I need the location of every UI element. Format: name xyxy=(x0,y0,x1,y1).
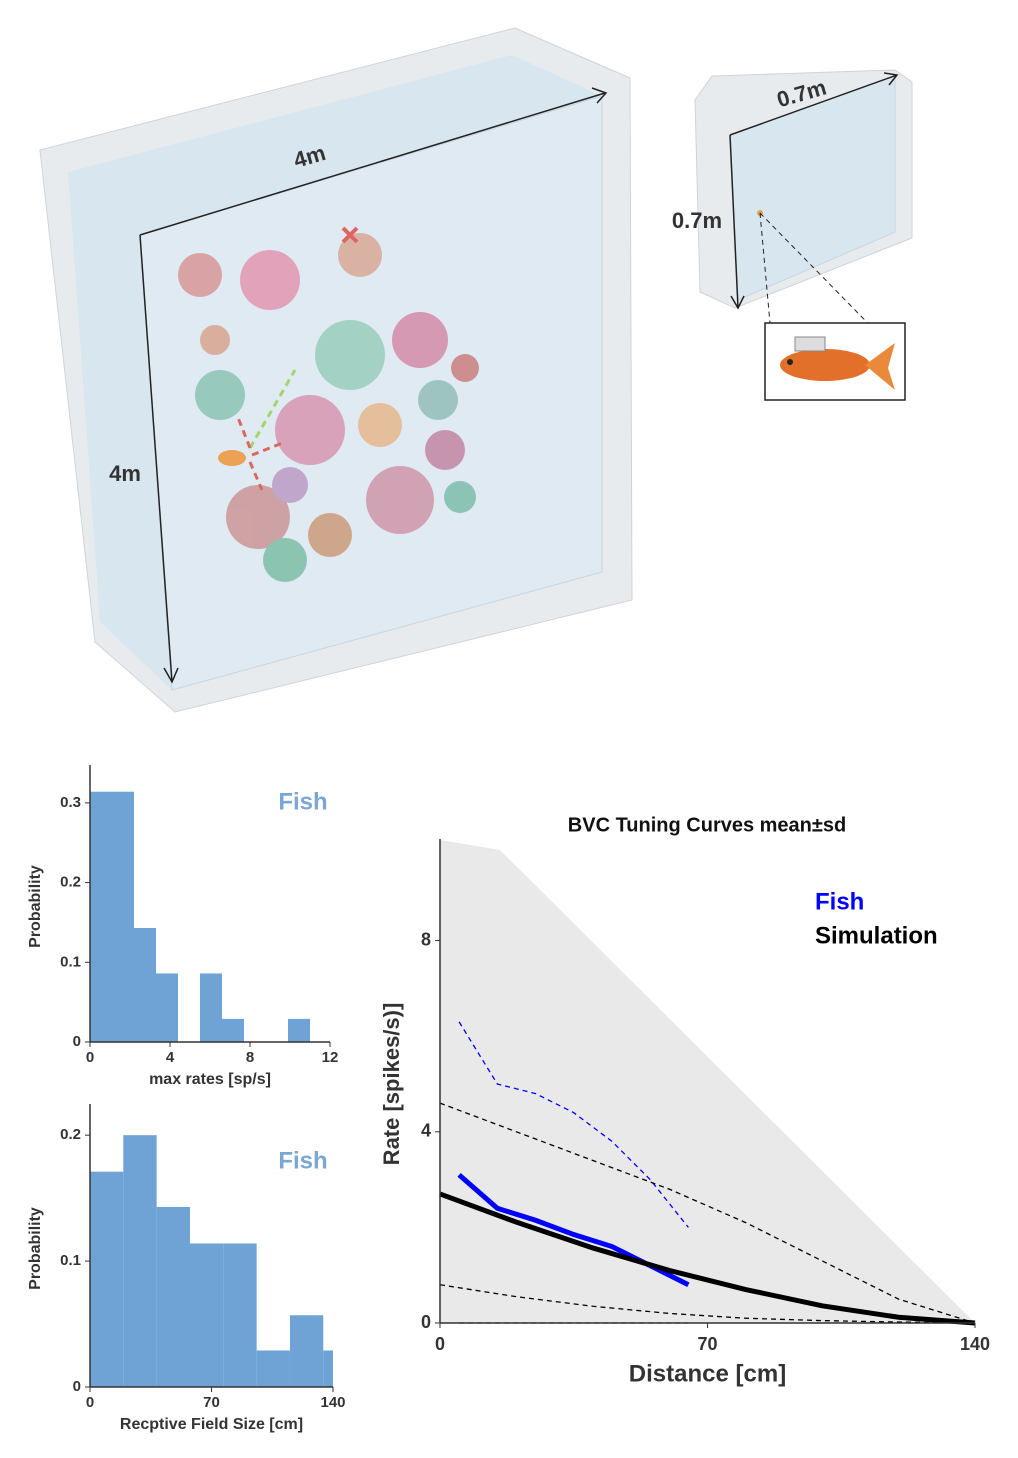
x-tick-label: 70 xyxy=(203,1394,220,1411)
legend-entry: Simulation xyxy=(815,922,938,949)
annotation: Fish xyxy=(278,788,327,815)
small-dimension-arrows xyxy=(729,72,899,310)
x-tick-label: 12 xyxy=(322,1049,339,1066)
bar xyxy=(200,973,222,1042)
annotation: Fish xyxy=(278,1147,327,1174)
y-tick-label: 0.2 xyxy=(60,874,81,891)
y-tick-label: 0 xyxy=(73,1033,81,1050)
y-tick-label: 0.2 xyxy=(60,1126,81,1143)
bar xyxy=(323,1350,333,1387)
x-tick-label: 70 xyxy=(697,1334,717,1354)
bar xyxy=(222,1018,244,1042)
bar xyxy=(256,1350,290,1387)
sd-line xyxy=(458,1021,689,1228)
y-tick-label: 0.1 xyxy=(60,953,81,970)
bar xyxy=(223,1243,257,1387)
y-tick-label: 0.1 xyxy=(60,1252,81,1269)
y-axis-label: Probability xyxy=(27,865,44,948)
corals xyxy=(178,226,479,582)
y-tick-label: 0 xyxy=(73,1378,81,1395)
y-tick-label: 0 xyxy=(421,1312,431,1332)
y-tick-label: 0.3 xyxy=(60,794,81,811)
mean-line xyxy=(439,1191,976,1326)
x-tick-label: 0 xyxy=(435,1334,445,1354)
bar xyxy=(189,1243,224,1387)
dimension-arrows xyxy=(139,87,608,684)
x-tick-label: 0 xyxy=(86,1394,94,1411)
bar xyxy=(90,791,112,1042)
chart-title: BVC Tuning Curves mean±sd xyxy=(568,814,846,836)
bar xyxy=(156,973,178,1042)
zoom-lines xyxy=(759,212,903,359)
y-axis-label: Rate [spikes/s)] xyxy=(379,1003,404,1166)
bar xyxy=(156,1206,190,1387)
y-tick-label: 4 xyxy=(421,1121,431,1141)
x-axis-label: Distance [cm] xyxy=(629,1360,786,1387)
x-tick-label: 8 xyxy=(246,1049,254,1066)
bar xyxy=(288,1018,310,1042)
bar xyxy=(90,1171,124,1387)
x-axis-label: max rates [sp/s] xyxy=(149,1071,271,1088)
sd-line xyxy=(439,1284,976,1324)
y-axis-label: Probability xyxy=(27,1207,44,1290)
fish-drawing xyxy=(780,336,895,390)
bar xyxy=(123,1135,157,1387)
x-axis-label: Recptive Field Size [cm] xyxy=(120,1416,303,1433)
y-tick-label: 8 xyxy=(421,929,431,949)
x-tick-label: 140 xyxy=(960,1334,990,1354)
bar xyxy=(289,1315,324,1387)
bar xyxy=(112,791,134,1042)
x-tick-label: 140 xyxy=(320,1394,345,1411)
dimension-label: 0.7m xyxy=(672,208,722,233)
bar xyxy=(134,928,156,1042)
dimension-label: 4m xyxy=(109,461,141,486)
legend-entry: Fish xyxy=(815,888,864,915)
x-tick-label: 0 xyxy=(86,1049,94,1066)
simulation-traces xyxy=(440,840,975,1323)
x-tick-label: 4 xyxy=(166,1049,175,1066)
